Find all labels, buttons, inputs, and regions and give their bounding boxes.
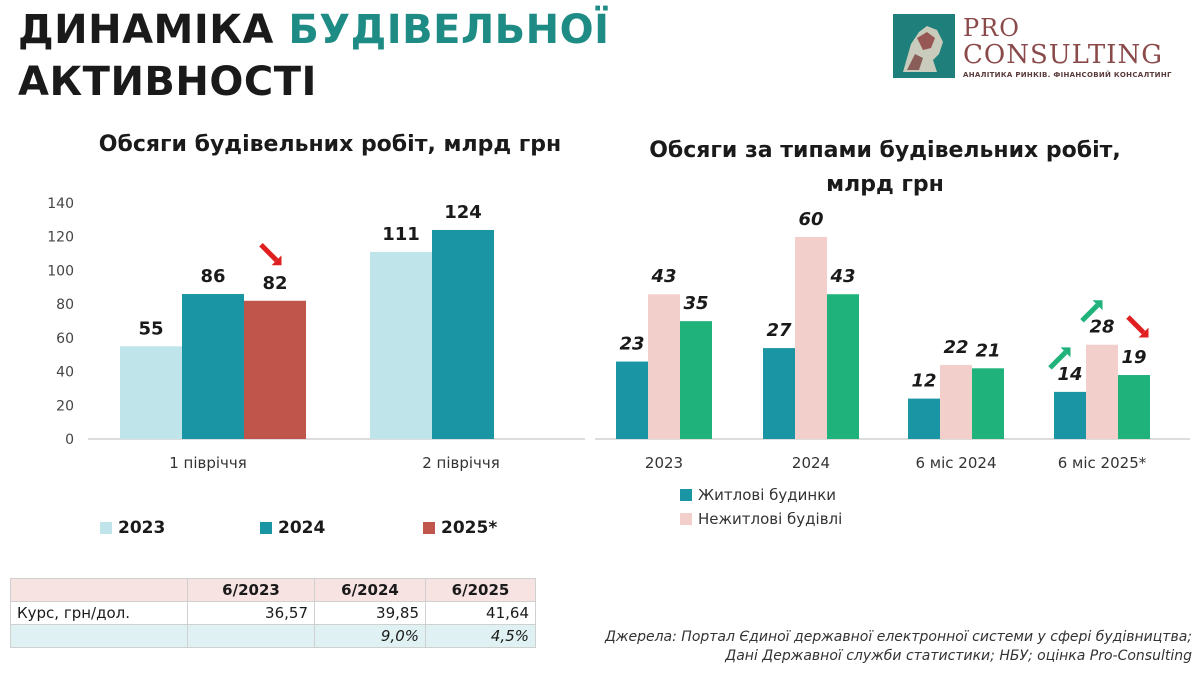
- trend-arrow-up-icon: [1048, 347, 1071, 370]
- bar: [616, 361, 648, 439]
- bar: [648, 294, 680, 439]
- data-label: 82: [262, 273, 287, 294]
- table-cell: 41,64: [425, 601, 536, 625]
- data-label: 111: [382, 224, 420, 245]
- table-header-cell: [10, 578, 188, 602]
- data-label: 43: [829, 266, 855, 287]
- legend-item-residential: Житлові будинки: [680, 486, 836, 504]
- bar: [1086, 344, 1118, 439]
- y-tick-label: 80: [56, 297, 74, 313]
- trend-arrow-down-icon: [259, 243, 282, 266]
- legend-item-2025: 2025*: [423, 518, 497, 538]
- table-header-cell: 6/2023: [187, 578, 315, 602]
- chart1-title: Обсяги будівельних робіт, млрд грн: [98, 132, 562, 157]
- table-header-cell: 6/2024: [314, 578, 426, 602]
- table-cell: [187, 624, 315, 648]
- data-label: 12: [911, 371, 936, 392]
- table-cell: [10, 624, 188, 648]
- title-line1-accent: БУДІВЕЛЬНОЇ: [288, 7, 610, 53]
- table-header-row: 6/2023 6/2024 6/2025: [10, 578, 536, 602]
- chart2-volumes-by-type: 2023 23 43 35 2024 27 60 43 6 міс 2024 12 22 21 6 мі…: [595, 209, 1190, 472]
- logo-consulting-text: CONSULTING: [963, 40, 1163, 70]
- bar: [370, 251, 432, 439]
- y-tick-label: 0: [65, 432, 74, 448]
- table-cell: 39,85: [314, 601, 426, 625]
- table-row: 9,0% 4,5%: [10, 624, 536, 648]
- data-label: 19: [1121, 347, 1146, 368]
- bar: [244, 300, 306, 439]
- bar: [763, 348, 795, 439]
- legend-label-nonresidential: Нежитлові будівлі: [698, 510, 843, 528]
- bar: [1118, 375, 1150, 439]
- x-category-label: 2023: [645, 454, 683, 472]
- data-label: 22: [943, 337, 968, 358]
- data-label: 14: [1057, 364, 1082, 385]
- x-category-label: 2024: [792, 454, 830, 472]
- legend-label-2023: 2023: [118, 518, 166, 538]
- data-label: 23: [619, 334, 644, 355]
- sources-note: Джерела: Портал Єдиної державної електро…: [605, 628, 1192, 666]
- x-category-label: 6 міс 2025*: [1058, 454, 1147, 472]
- data-label: 86: [200, 266, 225, 287]
- table-cell: 4,5%: [425, 624, 536, 648]
- bar: [908, 398, 940, 439]
- logo-emblem-icon: [893, 14, 955, 78]
- logo-tagline: АНАЛІТИКА РИНКІВ. ФІНАНСОВИЙ КОНСАЛТИНГ: [963, 71, 1172, 79]
- bar: [1054, 391, 1086, 439]
- legend-item-2023: 2023: [100, 518, 165, 538]
- pro-consulting-logo: PRO CONSULTING АНАЛІТИКА РИНКІВ. ФІНАНСО…: [893, 14, 1193, 82]
- bar: [795, 237, 827, 439]
- legend-item-2024: 2024: [260, 518, 325, 538]
- legend-swatch-nonresidential: [680, 513, 692, 525]
- bar: [432, 229, 494, 439]
- legend-swatch-2025: [423, 522, 435, 534]
- data-label: 60: [798, 209, 823, 230]
- y-tick-label: 100: [47, 263, 74, 279]
- trend-arrow-up-icon: [1080, 300, 1103, 323]
- y-tick-label: 40: [56, 365, 74, 381]
- data-label: 43: [650, 266, 676, 287]
- table-cell: 36,57: [187, 601, 315, 625]
- data-label: 27: [766, 320, 792, 341]
- legend-label-residential: Житлові будинки: [698, 486, 837, 504]
- sources-line-2: Дані Державної служби статистики; НБУ; о…: [725, 648, 1192, 664]
- data-label: 28: [1089, 317, 1114, 338]
- table-cell: 9,0%: [314, 624, 426, 648]
- bar: [680, 321, 712, 439]
- trend-arrow-down-icon: [1126, 315, 1149, 338]
- chart1-volumes-by-half-year: 0 20 40 60 80 100 120 140 1 півріччя 55 86 82 2 півр…: [47, 196, 585, 472]
- table-row: Курс, грн/дол. 36,57 39,85 41,64: [10, 601, 536, 625]
- page-title: ДИНАМІКА БУДІВЕЛЬНОЇ АКТИВНОСТІ: [18, 4, 610, 108]
- x-category-label: 2 півріччя: [422, 454, 500, 472]
- x-category-label: 6 міс 2024: [916, 454, 997, 472]
- y-tick-label: 20: [56, 398, 74, 414]
- legend-swatch-residential: [680, 489, 692, 501]
- title-line1-dark: ДИНАМІКА: [18, 7, 274, 53]
- bar: [972, 368, 1004, 439]
- bar: [120, 346, 182, 439]
- legend-label-2024: 2024: [278, 518, 326, 538]
- title-line2: АКТИВНОСТІ: [18, 59, 317, 105]
- bar: [182, 294, 244, 439]
- table-header-cell: 6/2025: [425, 578, 536, 602]
- legend-swatch-2024: [260, 522, 272, 534]
- sources-line-1: Джерела: Портал Єдиної державної електро…: [604, 629, 1192, 645]
- exchange-rate-table: 6/2023 6/2024 6/2025 Курс, грн/дол. 36,5…: [10, 578, 536, 648]
- data-label: 55: [138, 318, 163, 339]
- bar: [827, 294, 859, 439]
- bar: [940, 364, 972, 439]
- chart2-title: Обсяги за типами будівельних робіт, млрд…: [649, 138, 1121, 197]
- legend-swatch-2023: [100, 522, 112, 534]
- y-tick-label: 60: [56, 331, 74, 347]
- y-tick-label: 120: [47, 230, 74, 246]
- table-row-label: Курс, грн/дол.: [10, 601, 188, 625]
- data-label: 35: [683, 293, 708, 314]
- x-category-label: 1 півріччя: [169, 454, 247, 472]
- data-label: 21: [975, 340, 1000, 361]
- legend-item-nonresidential: Нежитлові будівлі: [680, 510, 842, 528]
- logo-pro-text: PRO: [963, 14, 1020, 42]
- data-label: 124: [444, 202, 482, 223]
- legend-label-2025: 2025*: [441, 518, 498, 538]
- y-tick-label: 140: [47, 196, 74, 212]
